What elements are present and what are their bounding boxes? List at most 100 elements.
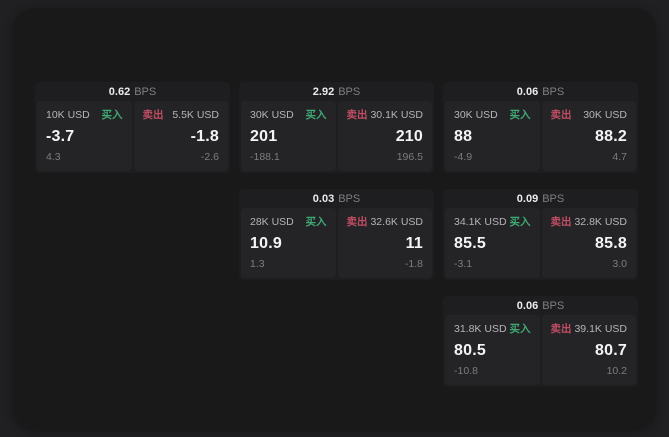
buy-pane-header: 34.1K USD 买入 xyxy=(454,216,531,229)
sell-amount: 32.6K USD xyxy=(370,216,423,228)
buy-price: 201 xyxy=(250,128,278,145)
buy-sub-value: 4.3 xyxy=(46,151,61,163)
buy-pane[interactable]: 10K USD 买入 -3.7 4.3 xyxy=(37,101,132,171)
bps-value: 0.06 xyxy=(516,86,539,98)
sell-sub-value: 196.5 xyxy=(396,151,423,163)
sell-pane[interactable]: 卖出 30K USD 88.2 4.7 xyxy=(541,101,636,171)
buy-pane-header: 30K USD 买入 xyxy=(454,109,531,122)
sell-sub-value: 3.0 xyxy=(612,258,627,270)
card-body: 30K USD 买入 201 -188.1 卖出 30.1K USD 210 1… xyxy=(241,101,432,171)
sell-pane[interactable]: 卖出 30.1K USD 210 196.5 xyxy=(337,101,432,171)
sell-side-label: 卖出 xyxy=(550,216,572,228)
buy-pane[interactable]: 34.1K USD 买入 85.5 -3.1 xyxy=(445,208,540,278)
bps-value: 0.09 xyxy=(516,193,539,205)
card-header: 0.06 BPS xyxy=(445,298,636,315)
buy-amount: 28K USD xyxy=(250,216,294,228)
sell-pane[interactable]: 卖出 5.5K USD -1.8 -2.6 xyxy=(133,101,228,171)
quote-card: 0.62 BPS 10K USD 买入 -3.7 4.3 卖出 5.5K USD… xyxy=(35,82,230,173)
buy-price: 80.5 xyxy=(454,342,486,359)
sell-pane-header: 卖出 30.1K USD xyxy=(347,109,424,122)
buy-side-label: 买入 xyxy=(509,109,531,121)
sell-amount: 30K USD xyxy=(583,109,627,121)
buy-pane[interactable]: 30K USD 买入 88 -4.9 xyxy=(445,101,540,171)
sell-price: -1.8 xyxy=(190,128,219,145)
sell-amount: 30.1K USD xyxy=(370,109,423,121)
card-body: 30K USD 买入 88 -4.9 卖出 30K USD 88.2 4.7 xyxy=(445,101,636,171)
buy-pane[interactable]: 31.8K USD 买入 80.5 -10.8 xyxy=(445,315,540,385)
bps-value: 0.62 xyxy=(108,86,131,98)
buy-pane-header: 31.8K USD 买入 xyxy=(454,323,531,336)
bps-value: 2.92 xyxy=(312,86,335,98)
sell-sub-value: -2.6 xyxy=(200,151,219,163)
buy-price: 85.5 xyxy=(454,235,486,252)
sell-pane-header: 卖出 32.6K USD xyxy=(347,216,424,229)
sell-side-label: 卖出 xyxy=(142,109,164,121)
sell-side-label: 卖出 xyxy=(550,323,572,335)
sell-price: 210 xyxy=(395,128,423,145)
sell-side-label: 卖出 xyxy=(550,109,572,121)
sell-price: 80.7 xyxy=(595,342,627,359)
card-header: 0.03 BPS xyxy=(241,191,432,208)
sell-amount: 5.5K USD xyxy=(172,109,219,121)
bps-unit-label: BPS xyxy=(542,86,565,98)
cards-grid: 0.62 BPS 10K USD 买入 -3.7 4.3 卖出 5.5K USD… xyxy=(35,82,638,387)
main-panel: 0.62 BPS 10K USD 买入 -3.7 4.3 卖出 5.5K USD… xyxy=(13,8,656,429)
buy-side-label: 买入 xyxy=(305,216,327,228)
buy-amount: 34.1K USD xyxy=(454,216,507,228)
buy-pane[interactable]: 30K USD 买入 201 -188.1 xyxy=(241,101,336,171)
sell-price: 11 xyxy=(405,235,423,252)
sell-sub-value: 10.2 xyxy=(606,365,627,377)
bps-unit-label: BPS xyxy=(338,86,361,98)
card-header: 0.06 BPS xyxy=(445,84,636,101)
sell-amount: 39.1K USD xyxy=(574,323,627,335)
buy-pane-header: 10K USD 买入 xyxy=(46,109,123,122)
buy-amount: 10K USD xyxy=(46,109,90,121)
sell-side-label: 卖出 xyxy=(346,109,368,121)
buy-pane-header: 30K USD 买入 xyxy=(250,109,327,122)
quote-card: 0.06 BPS 30K USD 买入 88 -4.9 卖出 30K USD 8… xyxy=(443,82,638,173)
bps-unit-label: BPS xyxy=(542,193,565,205)
card-body: 28K USD 买入 10.9 1.3 卖出 32.6K USD 11 -1.8 xyxy=(241,208,432,278)
sell-sub-value: -1.8 xyxy=(404,258,423,270)
buy-side-label: 买入 xyxy=(509,216,531,228)
sell-pane[interactable]: 卖出 32.6K USD 11 -1.8 xyxy=(337,208,432,278)
bps-value: 0.06 xyxy=(516,300,539,312)
bps-unit-label: BPS xyxy=(134,86,157,98)
buy-pane[interactable]: 28K USD 买入 10.9 1.3 xyxy=(241,208,336,278)
sell-price: 88.2 xyxy=(595,128,627,145)
card-header: 0.09 BPS xyxy=(445,191,636,208)
buy-price: -3.7 xyxy=(46,128,75,145)
buy-pane-header: 28K USD 买入 xyxy=(250,216,327,229)
card-body: 10K USD 买入 -3.7 4.3 卖出 5.5K USD -1.8 -2.… xyxy=(37,101,228,171)
card-header: 0.62 BPS xyxy=(37,84,228,101)
buy-side-label: 买入 xyxy=(305,109,327,121)
quote-card: 0.09 BPS 34.1K USD 买入 85.5 -3.1 卖出 32.8K… xyxy=(443,189,638,280)
sell-pane[interactable]: 卖出 32.8K USD 85.8 3.0 xyxy=(541,208,636,278)
card-body: 31.8K USD 买入 80.5 -10.8 卖出 39.1K USD 80.… xyxy=(445,315,636,385)
buy-amount: 30K USD xyxy=(454,109,498,121)
buy-side-label: 买入 xyxy=(101,109,123,121)
sell-pane-header: 卖出 32.8K USD xyxy=(551,216,628,229)
buy-sub-value: -10.8 xyxy=(454,365,478,377)
sell-side-label: 卖出 xyxy=(346,216,368,228)
buy-sub-value: -188.1 xyxy=(250,151,280,163)
card-header: 2.92 BPS xyxy=(241,84,432,101)
sell-pane[interactable]: 卖出 39.1K USD 80.7 10.2 xyxy=(541,315,636,385)
buy-amount: 31.8K USD xyxy=(454,323,507,335)
quote-card: 0.06 BPS 31.8K USD 买入 80.5 -10.8 卖出 39.1… xyxy=(443,296,638,387)
buy-sub-value: -4.9 xyxy=(454,151,473,163)
bps-unit-label: BPS xyxy=(338,193,361,205)
quote-card: 0.03 BPS 28K USD 买入 10.9 1.3 卖出 32.6K US… xyxy=(239,189,434,280)
buy-price: 88 xyxy=(454,128,473,145)
sell-sub-value: 4.7 xyxy=(612,151,627,163)
buy-sub-value: -3.1 xyxy=(454,258,473,270)
card-body: 34.1K USD 买入 85.5 -3.1 卖出 32.8K USD 85.8… xyxy=(445,208,636,278)
buy-side-label: 买入 xyxy=(509,323,531,335)
sell-pane-header: 卖出 39.1K USD xyxy=(551,323,628,336)
sell-pane-header: 卖出 30K USD xyxy=(551,109,628,122)
buy-amount: 30K USD xyxy=(250,109,294,121)
buy-sub-value: 1.3 xyxy=(250,258,265,270)
sell-amount: 32.8K USD xyxy=(574,216,627,228)
buy-price: 10.9 xyxy=(250,235,282,252)
quote-card: 2.92 BPS 30K USD 买入 201 -188.1 卖出 30.1K … xyxy=(239,82,434,173)
